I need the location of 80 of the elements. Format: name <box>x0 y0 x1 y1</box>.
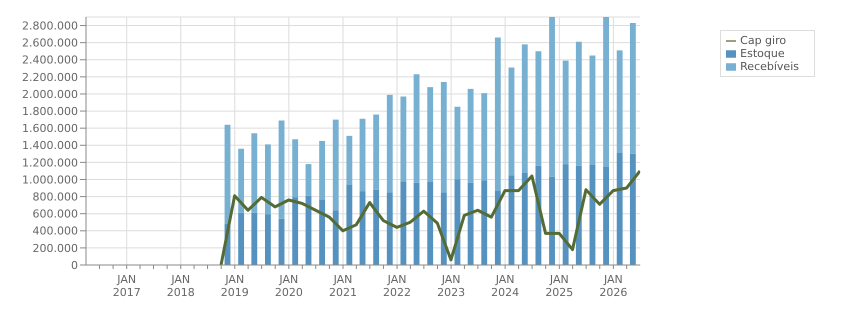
bar <box>278 120 284 219</box>
bar <box>264 144 271 215</box>
bar <box>292 139 298 198</box>
bar <box>494 38 501 191</box>
y-tick-label: 1.200.000 <box>22 156 78 170</box>
bar <box>481 93 488 180</box>
bar <box>400 96 406 182</box>
bar <box>414 182 420 265</box>
bar <box>251 212 258 265</box>
bar <box>414 74 420 183</box>
x-tick-label: JAN 2026 <box>599 273 628 299</box>
x-tick-label: JAN 2017 <box>112 273 141 299</box>
y-tick-label: 2.200.000 <box>22 70 78 84</box>
bar <box>360 191 366 265</box>
bar <box>278 218 284 265</box>
bar <box>346 184 352 265</box>
bar <box>508 175 514 265</box>
bar <box>535 51 542 166</box>
bar <box>306 164 312 196</box>
x-tick-label: JAN 2018 <box>166 273 195 299</box>
bar <box>373 190 380 265</box>
bar <box>224 124 230 224</box>
bar <box>440 82 447 192</box>
bar <box>603 166 610 265</box>
bar <box>590 164 596 265</box>
legend-label: Cap giro <box>740 34 786 47</box>
bar <box>508 67 514 176</box>
bar <box>373 114 380 190</box>
bar <box>616 152 623 265</box>
y-tick-label: 400.000 <box>32 224 78 238</box>
y-tick-label: 800.000 <box>32 190 78 204</box>
bar <box>603 17 610 167</box>
bar <box>264 214 271 265</box>
y-tick-label: 2.400.000 <box>22 54 78 67</box>
bar <box>427 87 434 182</box>
y-tick-label: 2.800.000 <box>22 19 78 32</box>
y-tick-label: 2.600.000 <box>22 36 78 50</box>
bar <box>616 50 623 153</box>
x-tick-label: JAN 2020 <box>274 273 303 299</box>
bar <box>549 17 555 177</box>
bar <box>562 164 569 265</box>
y-tick-label: 1.800.000 <box>22 104 78 118</box>
bar <box>468 182 474 265</box>
bar <box>468 88 474 183</box>
bar <box>238 212 244 265</box>
bar <box>400 181 406 265</box>
bar <box>454 106 460 180</box>
bar <box>562 60 569 164</box>
y-tick-label: 1.400.000 <box>22 139 78 152</box>
bar <box>630 154 636 265</box>
x-tick-label: JAN 2021 <box>329 273 358 299</box>
bar <box>306 196 312 265</box>
bar <box>386 94 393 192</box>
bar <box>292 197 298 265</box>
bar <box>576 42 582 166</box>
y-tick-label: 600.000 <box>32 208 78 221</box>
x-tick-label: JAN 2022 <box>383 273 412 299</box>
bar <box>360 118 366 192</box>
y-tick-label: 0 <box>71 258 78 272</box>
bar <box>630 22 636 154</box>
line-series <box>220 169 640 265</box>
bar <box>549 176 555 265</box>
x-tick-label: JAN 2024 <box>491 273 520 299</box>
bar <box>319 200 326 265</box>
bar <box>346 136 352 185</box>
bar <box>590 55 596 165</box>
bar <box>494 190 501 265</box>
y-tick-label: 1.600.000 <box>22 122 78 136</box>
legend-label: Recebíveis <box>740 60 799 73</box>
bar <box>522 44 528 173</box>
y-tick-label: 200.000 <box>32 242 78 255</box>
x-tick-label: JAN 2019 <box>220 273 249 299</box>
bar <box>332 120 339 210</box>
legend-label: Estoque <box>740 47 785 60</box>
x-tick-label: JAN 2025 <box>545 273 574 299</box>
x-tick-label: JAN 2023 <box>437 273 466 299</box>
bar <box>238 148 244 213</box>
y-tick-label: 1.000.000 <box>22 173 78 186</box>
bar <box>319 141 326 200</box>
y-tick-label: 2.000.000 <box>22 88 78 101</box>
